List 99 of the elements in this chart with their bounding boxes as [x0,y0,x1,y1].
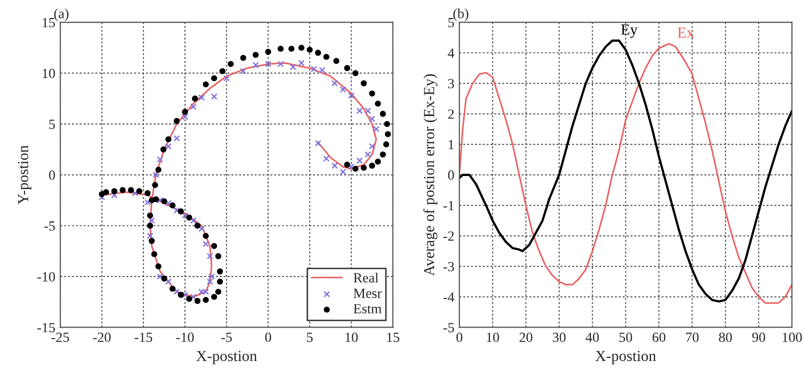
y-tick-label: 3 [448,78,454,88]
point [144,199,151,206]
point [223,75,230,82]
x-tick-label: 0 [265,332,272,342]
point [264,60,272,68]
y-tick-label: -5 [443,323,454,332]
y-tick-label: 0 [448,170,454,180]
point [132,190,138,196]
y-tick-label: 5 [49,120,55,129]
series-label: Ex [678,28,694,38]
point [152,172,160,178]
point [165,278,172,285]
point [173,207,180,214]
point [314,140,322,147]
x-tick-label: 5 [307,332,313,342]
point [348,92,355,99]
x-tick-label: 80 [719,332,732,342]
x-tick-label: 60 [652,332,666,342]
point [190,217,197,224]
chart-title: (b) [453,8,468,22]
point [156,156,164,163]
point [156,197,164,204]
point [368,143,376,150]
x-tick-label: -15 [134,332,152,342]
point [165,200,172,207]
y-tick-label: 4 [448,48,454,58]
point [206,252,214,260]
x-tick-label: 90 [752,332,766,342]
point [182,292,188,298]
y-tick-label: 5 [448,18,454,28]
point [364,151,372,158]
point [202,240,210,248]
y-tick-label: -10 [37,272,55,282]
x-tick-label: 30 [552,332,566,342]
y-tick-label: 0 [49,170,55,180]
chart-title: (a) [54,8,68,22]
point [146,232,154,240]
y-axis-title: Y-postion [18,145,32,204]
point [373,126,380,132]
point [148,217,155,224]
x-tick-label: -20 [93,332,111,342]
point [210,93,218,100]
point [356,157,363,164]
point [198,226,205,232]
point [198,94,205,101]
x-tick-label: 10 [346,332,358,342]
x-tick-label: 20 [520,332,532,342]
x-tick-label: -25 [52,332,70,342]
y-tick-label: -2 [443,231,454,241]
point [277,60,284,68]
y-tick-label: -1 [443,200,454,210]
x-tick-label: -5 [221,332,232,342]
point [340,168,346,176]
legend-label: Estm [354,304,382,314]
y-tick-label: -15 [37,323,55,332]
x-axis-title: X-postion [196,350,257,364]
point [348,163,355,170]
x-tick-label: 70 [686,332,699,342]
point [310,66,318,72]
y-tick-label: -5 [44,221,55,231]
point [111,192,118,198]
point [298,60,305,66]
point [206,278,214,285]
point [156,273,164,280]
x-tick-label: 10 [486,332,500,342]
point [323,155,330,162]
point [368,116,376,122]
y-tick-label: 10 [42,68,55,78]
y-tick-label: -4 [443,292,454,302]
point [331,162,338,169]
y-tick-label: 1 [448,140,454,150]
x-tick-label: 0 [456,332,462,342]
x-tick-label: -10 [176,332,194,342]
x-tick-label: 100 [782,332,802,342]
point [190,294,197,300]
point [182,114,188,120]
x-tick-label: 40 [586,332,599,342]
y-tick-label: 2 [448,109,454,119]
point [252,62,259,68]
x-tick-label: 15 [387,332,400,342]
legend-label: Real [354,272,378,283]
point [208,273,215,280]
x-tick-label: 50 [620,332,632,342]
x-axis-title: X-postion [595,350,656,364]
point [165,143,172,150]
point [290,64,296,70]
point [331,80,338,87]
point [190,103,197,110]
y-tick-label: -3 [443,262,454,272]
point [182,212,188,219]
point [173,288,180,295]
point [340,86,346,93]
y-axis-title: Average of postion error (Ex-Ey) [423,74,438,276]
y-tick-label: 15 [42,18,55,28]
point [173,135,180,142]
point [318,66,326,74]
point [240,68,246,74]
series-label: Ey [621,24,638,38]
legend-label: Mesr [354,288,382,298]
